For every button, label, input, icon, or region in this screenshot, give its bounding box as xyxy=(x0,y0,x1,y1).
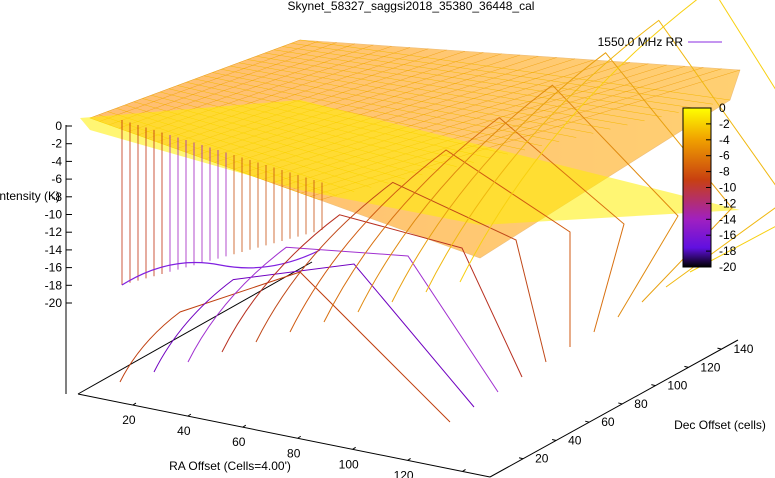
contour-line xyxy=(357,84,679,318)
colorbar: 0 -2 -4 -6 -8 -10-12 -14 -16 -18 -20 xyxy=(682,101,737,274)
contour-line xyxy=(255,181,547,363)
colorbar-tick-label: -16 xyxy=(719,228,737,242)
colorbar-ticks: 0 -2 -4 -6 -8 -10-12 -14 -16 -18 -20 xyxy=(706,101,737,274)
y-tick-label: 40 xyxy=(568,433,582,447)
base-frame xyxy=(65,125,739,478)
z-tick-label: -2 xyxy=(51,137,62,151)
z-axis-label: Intensity (K) xyxy=(0,189,60,203)
y-tick-label: 140 xyxy=(733,342,753,356)
y-tick-mark xyxy=(618,402,623,405)
y-axis-label: Dec Offset (cells) xyxy=(674,418,766,432)
x-axis-label: RA Offset (Cells=4.00') xyxy=(169,459,291,473)
x-tick-mark xyxy=(407,457,411,461)
y-tick-mark xyxy=(651,384,656,387)
z-tick-label: -14 xyxy=(45,243,63,257)
colorbar-tick-label: -20 xyxy=(719,260,737,274)
contour-line xyxy=(391,52,733,303)
y-tick-mark xyxy=(518,457,524,460)
z-tick-label: -16 xyxy=(45,261,63,275)
surface-mesh-line xyxy=(89,39,301,119)
x-tick-mark xyxy=(462,469,466,472)
z-tick-label: -4 xyxy=(51,154,62,168)
colorbar-tick-label: -18 xyxy=(719,244,737,258)
colorbar-tick-label: -14 xyxy=(719,212,737,226)
legend-label: 1550.0 MHz RR xyxy=(598,35,684,49)
y-tick-label: 100 xyxy=(667,379,687,393)
contour-line xyxy=(153,263,475,408)
contour-line xyxy=(459,0,775,283)
y-tick-label: 120 xyxy=(700,360,720,374)
x-tick-label: 60 xyxy=(232,435,246,449)
surface-mesh-line xyxy=(299,39,731,101)
chart-title: Skynet_58327_saggsi2018_35380_36448_cal xyxy=(288,0,535,13)
surface-mesh xyxy=(80,39,741,286)
colorbar-tick-label: -12 xyxy=(719,196,737,210)
z-tick-label: -20 xyxy=(45,296,63,310)
y-tick-mark xyxy=(552,438,557,441)
x-tick-mark xyxy=(352,446,356,450)
y-tick-mark xyxy=(585,420,590,423)
x-tick-mark xyxy=(242,424,247,428)
z-tick-label: -8 xyxy=(51,190,62,204)
surface-rim xyxy=(80,100,740,225)
contour-line xyxy=(187,246,499,393)
surface-mesh-line xyxy=(229,65,594,134)
surface-mesh-line xyxy=(203,75,543,147)
surface-mesh-line xyxy=(264,52,662,117)
contour-line xyxy=(289,149,571,347)
contour-line xyxy=(119,271,451,423)
colorbar-tick-label: -2 xyxy=(719,117,730,131)
surface-mesh-line xyxy=(256,56,645,122)
y-tick-mark xyxy=(684,365,689,368)
surface-mesh-line xyxy=(212,72,560,142)
contour-line xyxy=(323,116,625,333)
surface-mesh-line xyxy=(247,59,628,126)
colorbar-tick-label: 0 xyxy=(719,101,726,115)
x-tick-label: 20 xyxy=(122,413,136,427)
surface-mesh-line xyxy=(109,42,337,126)
legend: 1550.0 MHz RR xyxy=(598,35,722,49)
contour-line xyxy=(425,19,775,293)
surface-mesh-line xyxy=(273,49,679,113)
x-tick-label: 80 xyxy=(287,446,301,460)
y-tick-mark xyxy=(717,347,722,350)
colorbar-tick-label: -6 xyxy=(719,149,730,163)
z-tick-label: -12 xyxy=(45,225,63,239)
surface-trough-floor xyxy=(121,249,321,286)
surface-mesh-line xyxy=(99,41,319,122)
colorbar-tick-label: -10 xyxy=(719,181,737,195)
z-tick-label: -10 xyxy=(45,208,63,222)
surface-mesh-line xyxy=(194,78,526,151)
x-tick-label: 120 xyxy=(394,468,414,478)
x-tick-label: 100 xyxy=(339,457,359,471)
surface-mesh-line xyxy=(291,43,713,105)
z-tick-label: 0 xyxy=(55,119,62,133)
z-tick-label: -18 xyxy=(45,278,63,292)
y-tick-label: 60 xyxy=(601,415,615,429)
colorbar-tick-label: -8 xyxy=(719,165,730,179)
surface-mesh-line xyxy=(221,69,577,138)
x-tick-mark xyxy=(132,402,137,406)
y-tick-label: 20 xyxy=(535,452,549,466)
x-tick-label: 40 xyxy=(177,424,191,438)
y-tick-label: 80 xyxy=(634,397,648,411)
contour-line xyxy=(221,214,523,378)
x-tick-mark xyxy=(297,435,302,439)
z-axis-ticks: 0 -2 -4 -6 -8 -10 -12 -14 -16 -18 -20 xyxy=(45,119,72,310)
contour-projection xyxy=(119,0,775,423)
z-tick-label: -6 xyxy=(51,172,62,186)
x-tick-mark xyxy=(187,413,192,417)
colorbar-tick-label: -4 xyxy=(719,133,730,147)
y-axis-ticks: 20 40 60 80 100 120 140 xyxy=(518,342,754,466)
